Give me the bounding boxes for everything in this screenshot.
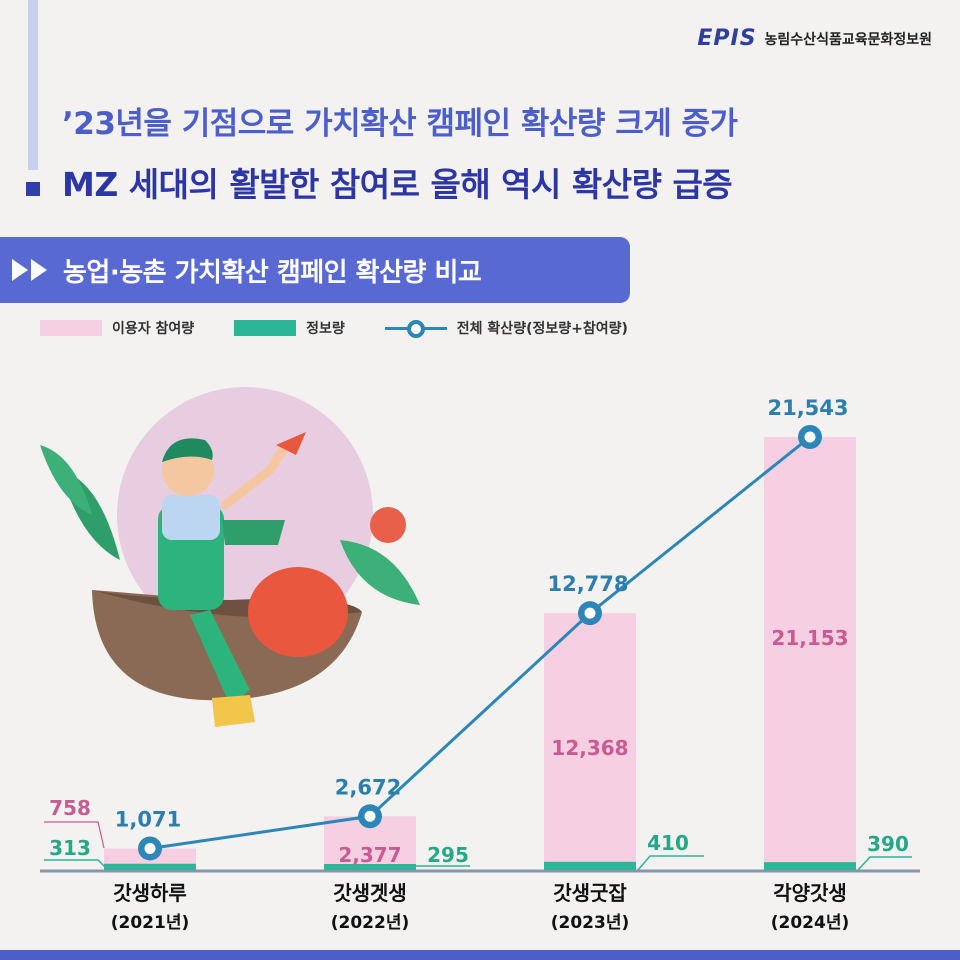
category-labels: 갓생하루 (2021년) 갓생겟생 (2022년) 갓생굿잡 (2023년) 각양갓생 (20…: [111, 881, 850, 933]
decor-square: [26, 182, 40, 196]
category-year-label: (2022년): [331, 913, 410, 933]
category-label: 갓생굿잡: [553, 881, 627, 905]
legend-item-information: 정보량: [234, 318, 345, 338]
bottom-band: [0, 950, 960, 960]
category-year-label: (2024년): [771, 913, 850, 933]
bar-information: [764, 862, 856, 870]
category-label: 각양갓생: [773, 881, 847, 905]
bar-information: [104, 863, 196, 870]
legend-label: 전체 확산량(정보량+참여량): [456, 321, 628, 337]
information-value-label: 390: [867, 832, 909, 856]
total-point-inner: [364, 810, 376, 822]
total-line-path: [149, 435, 811, 850]
category-year-label: (2021년): [111, 913, 190, 933]
information-bars: [104, 861, 856, 870]
data-labels: 1,071 2,672 12,778 21,543 758 2,377 12,368 21,1…: [44, 396, 912, 871]
participation-value-label: 758: [49, 796, 91, 820]
information-value-label: 313: [49, 836, 91, 860]
chart-title: 농업·농촌 가치확산 캠페인 확산량 비교: [63, 257, 482, 288]
logo-mark: EPIS: [697, 26, 757, 51]
total-value-label: 2,672: [335, 775, 401, 799]
headline-line-1: ’23년을 기점으로 가치확산 캠페인 확산량 크게 증가: [62, 106, 738, 142]
legend-label: 이용자 참여량: [112, 321, 195, 337]
bar-information: [324, 864, 416, 870]
participation-bars: [104, 437, 856, 864]
category-label: 갓생겟생: [333, 881, 407, 905]
participation-leader-line: [44, 821, 105, 849]
total-line: [138, 425, 822, 861]
information-leader-line: [637, 855, 704, 871]
information-value-label: 410: [647, 831, 689, 855]
information-leader-line: [857, 856, 912, 871]
decor-vertical-bar: [28, 0, 38, 170]
total-point-inner: [144, 842, 156, 854]
legend-item-total: 전체 확산량(정보량+참여량): [384, 318, 628, 338]
logo: EPIS 농림수산식품교육문화정보원: [697, 26, 932, 51]
category-year-label: (2023년): [551, 913, 630, 933]
total-value-label: 1,071: [115, 807, 181, 831]
chart-title-banner: 농업·농촌 가치확산 캠페인 확산량 비교: [0, 237, 630, 303]
total-value-label: 12,778: [547, 572, 628, 596]
bar-participation: [544, 613, 636, 862]
information-leader-line: [44, 859, 107, 869]
chart-legend: 이용자 참여량 정보량 전체 확산량(정보량+참여량): [40, 318, 668, 338]
bar-information: [544, 861, 636, 870]
information-value-label: 295: [427, 843, 469, 867]
category-label: 갓생하루: [113, 881, 187, 905]
bar-participation: [764, 437, 856, 863]
legend-swatch-pink: [40, 320, 102, 336]
farmer-illustration: [40, 387, 420, 727]
participation-value-label: 2,377: [338, 843, 401, 867]
double-arrow-icon: [12, 259, 47, 281]
total-value-label: 21,543: [767, 396, 848, 420]
headline-line-2: MZ 세대의 활발한 참여로 올해 역시 확산량 급증: [62, 165, 733, 204]
legend-item-participation: 이용자 참여량: [40, 318, 194, 338]
participation-value-label: 12,368: [551, 736, 628, 760]
participation-value-label: 21,153: [771, 626, 848, 650]
legend-swatch-green: [234, 320, 297, 336]
legend-label: 정보량: [306, 321, 345, 337]
total-point-inner: [584, 607, 596, 619]
total-point-inner: [804, 431, 816, 443]
legend-swatch-line: [384, 320, 447, 338]
logo-org-name: 농림수산식품교육문화정보원: [764, 31, 932, 48]
